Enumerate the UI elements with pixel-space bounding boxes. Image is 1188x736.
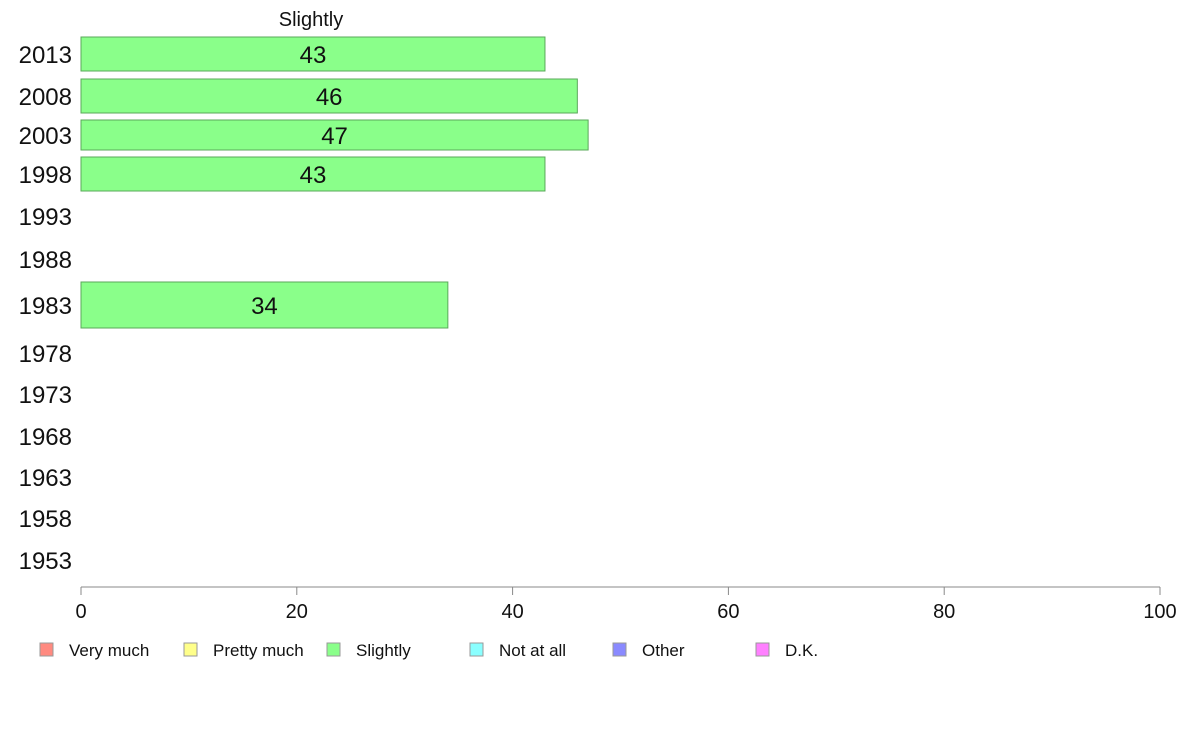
year-label-2008: 2008 bbox=[19, 84, 72, 111]
year-label-1953: 1953 bbox=[19, 548, 72, 575]
year-label-1988: 1988 bbox=[19, 247, 72, 274]
chart-title: Slightly bbox=[279, 9, 343, 31]
year-label-1998: 1998 bbox=[19, 162, 72, 189]
year-label-1958: 1958 bbox=[19, 506, 72, 533]
year-label-1963: 1963 bbox=[19, 465, 72, 492]
bar-value-label-2008: 46 bbox=[316, 84, 343, 111]
legend-label-other: Other bbox=[642, 641, 685, 660]
legend: Very much Pretty much Slightly Not at all Ot… bbox=[39, 641, 818, 660]
bar-1983 bbox=[80, 281, 449, 329]
x-axis: 0 20 40 60 80 100 bbox=[75, 586, 1177, 623]
bar-2003 bbox=[80, 119, 589, 151]
year-label-2013: 2013 bbox=[19, 42, 72, 69]
legend-swatch-pretty-much bbox=[183, 642, 198, 657]
legend-label-d-k: D.K. bbox=[785, 641, 818, 660]
bar-value-label-2013: 43 bbox=[300, 42, 327, 69]
legend-swatch-not-at-all bbox=[469, 642, 484, 657]
year-label-2003: 2003 bbox=[19, 123, 72, 150]
bar-2013 bbox=[80, 36, 546, 72]
bar-2008 bbox=[80, 78, 578, 114]
x-tick-label-40: 40 bbox=[501, 601, 523, 623]
bar-value-label-1998: 43 bbox=[300, 162, 327, 189]
year-label-1973: 1973 bbox=[19, 382, 72, 409]
legend-label-very-much: Very much bbox=[69, 641, 149, 660]
bar-1998 bbox=[80, 156, 546, 192]
x-tick-label-100: 100 bbox=[1143, 601, 1176, 623]
legend-label-slightly: Slightly bbox=[356, 641, 411, 660]
x-tick-label-80: 80 bbox=[933, 601, 955, 623]
legend-swatch-slightly bbox=[326, 642, 341, 657]
bars-group: 43 46 47 43 34 bbox=[80, 36, 589, 329]
legend-swatch-other bbox=[612, 642, 627, 657]
legend-label-not-at-all: Not at all bbox=[499, 641, 566, 660]
bar-value-label-2003: 47 bbox=[321, 123, 348, 150]
x-tick-label-60: 60 bbox=[717, 601, 739, 623]
bar-value-label-1983: 34 bbox=[251, 293, 278, 320]
x-tick-label-0: 0 bbox=[75, 601, 86, 623]
x-tick-label-20: 20 bbox=[286, 601, 308, 623]
year-labels-group: 2013 2008 2003 1998 1993 1988 1983 1978 1973 1968… bbox=[19, 42, 72, 575]
year-label-1983: 1983 bbox=[19, 293, 72, 320]
legend-swatch-d-k bbox=[755, 642, 770, 657]
legend-swatch-very-much bbox=[39, 642, 54, 657]
year-label-1968: 1968 bbox=[19, 424, 72, 451]
legend-label-pretty-much: Pretty much bbox=[213, 641, 304, 660]
year-label-1993: 1993 bbox=[19, 204, 72, 231]
year-label-1978: 1978 bbox=[19, 341, 72, 368]
